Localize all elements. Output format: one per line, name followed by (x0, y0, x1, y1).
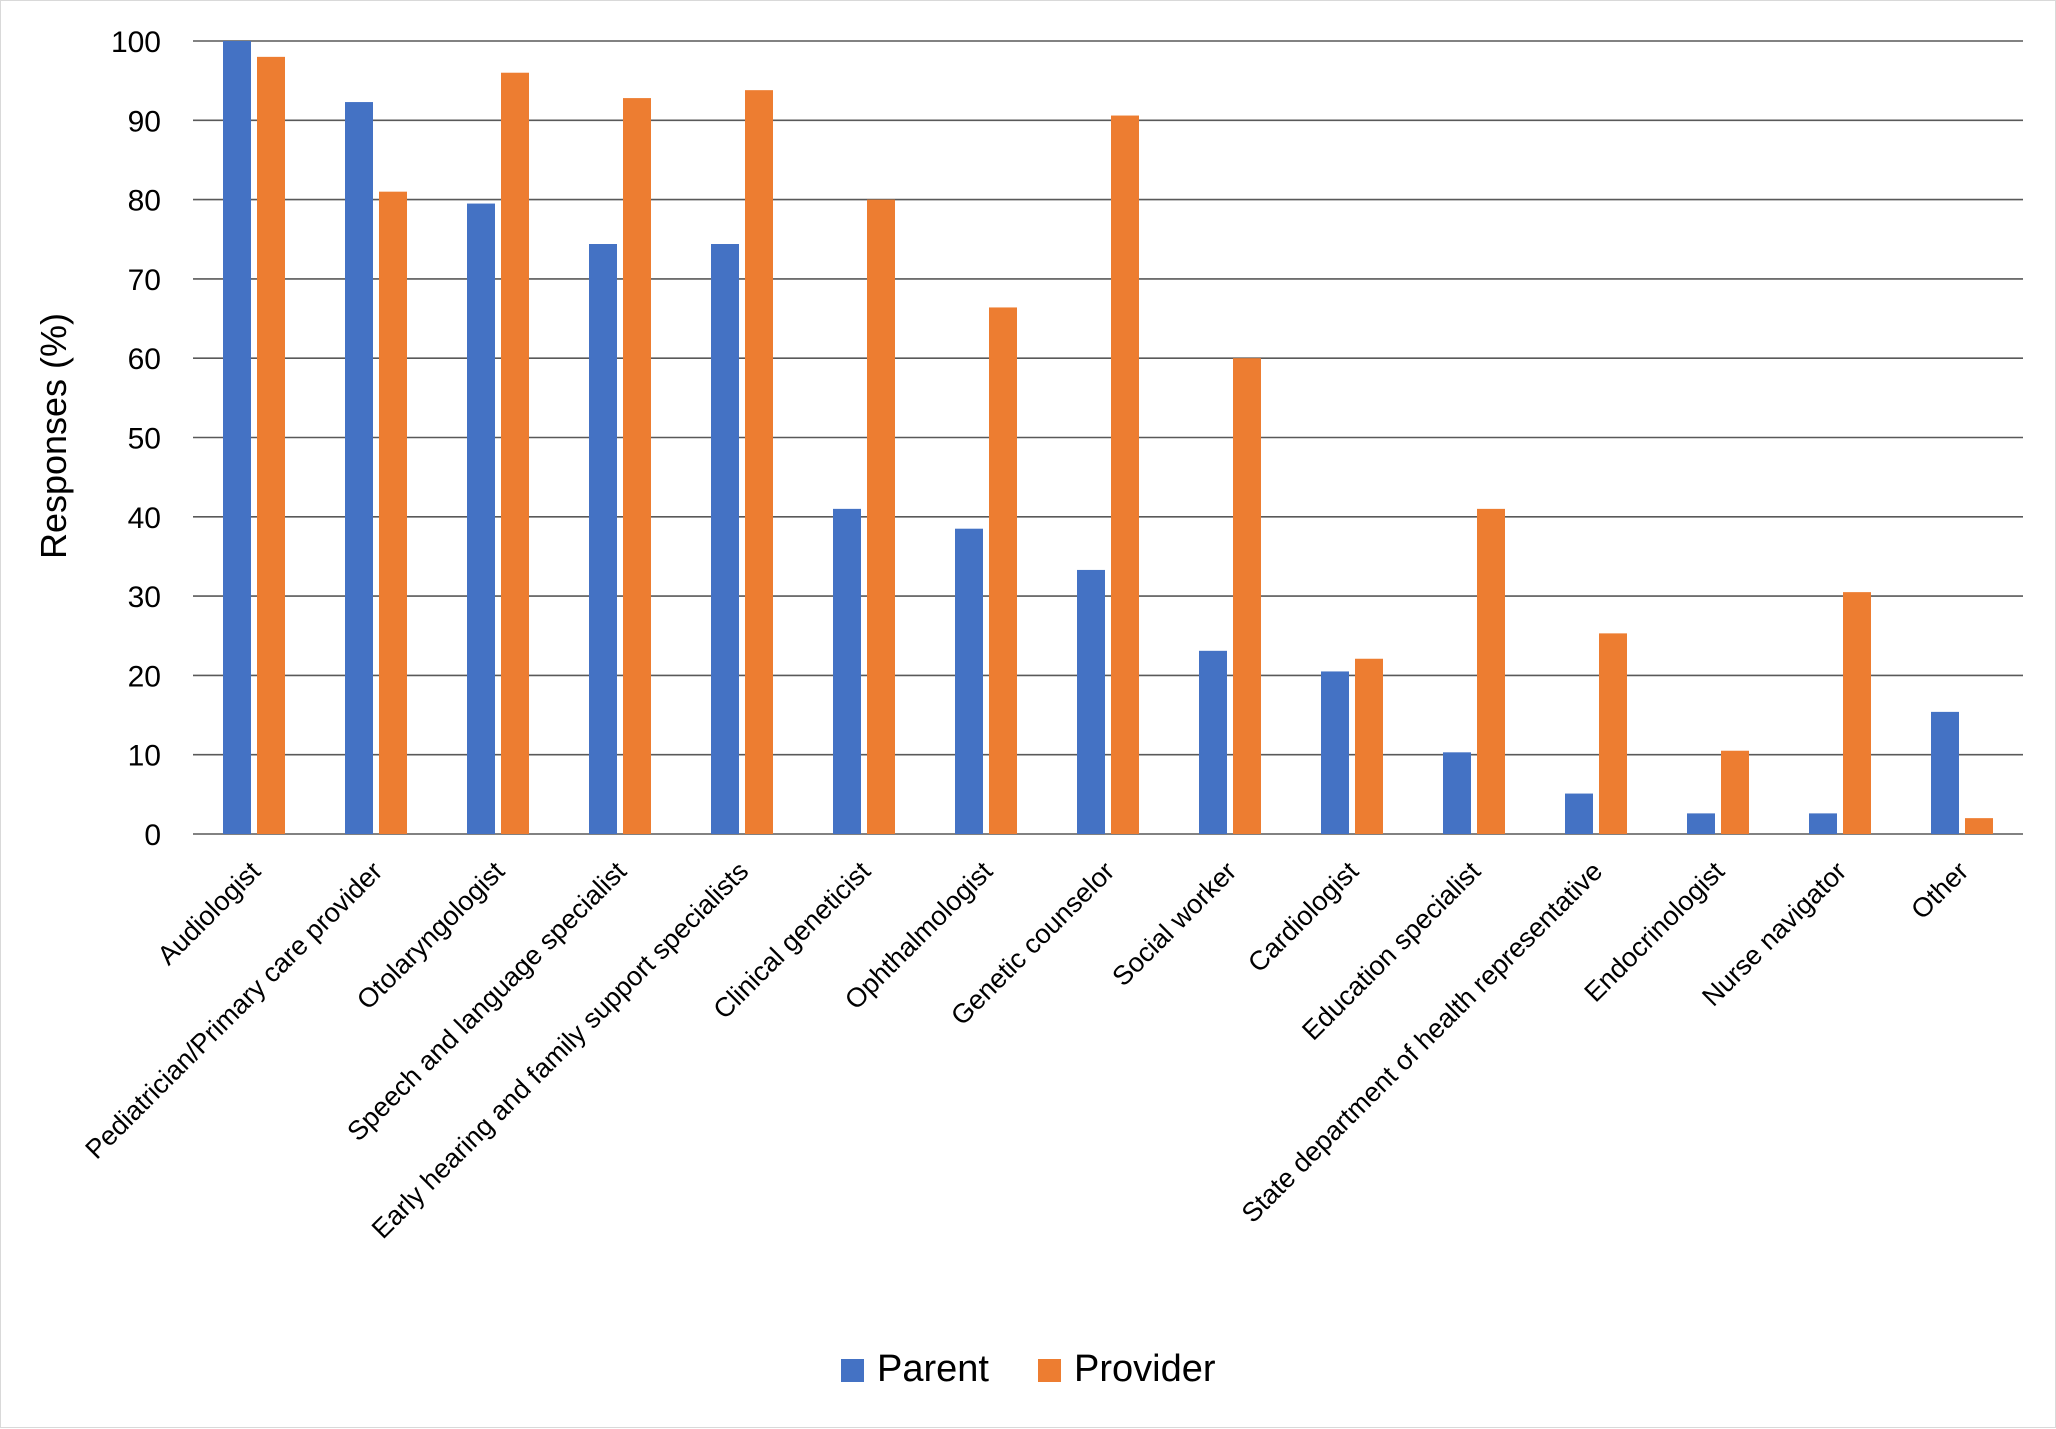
bar-parent-5 (833, 508, 861, 834)
x-tick-label: Other (1905, 856, 1974, 925)
bar-provider-7 (1111, 115, 1139, 835)
y-tick-label: 100 (111, 26, 161, 59)
bar-parent-14 (1931, 711, 1959, 834)
bar-parent-12 (1687, 813, 1715, 834)
y-tick-label: 20 (128, 660, 161, 693)
y-tick-label: 50 (128, 423, 161, 456)
bar-parent-8 (1199, 650, 1227, 834)
y-tick-label: 80 (128, 185, 161, 218)
bar-provider-4 (745, 90, 773, 834)
bar-parent-11 (1565, 793, 1593, 834)
x-tick-label: Cardiologist (1242, 856, 1364, 978)
bars (223, 41, 1993, 835)
y-tick-label: 10 (128, 740, 161, 773)
bar-provider-5 (867, 199, 895, 835)
y-tick-label: 0 (144, 819, 161, 852)
y-tick-label: 70 (128, 264, 161, 297)
bar-parent-2 (467, 203, 495, 834)
legend-label-parent: Parent (877, 1348, 989, 1390)
bar-parent-4 (711, 244, 739, 834)
y-axis-ticks: 0 10 20 30 40 50 60 70 80 90 100 (111, 26, 161, 852)
bar-provider-3 (623, 98, 651, 834)
y-tick-label: 40 (128, 502, 161, 535)
y-tick-label: 30 (128, 581, 161, 614)
legend-label-provider: Provider (1074, 1348, 1216, 1390)
bar-parent-6 (955, 528, 983, 834)
bar-parent-7 (1077, 569, 1105, 834)
bar-provider-9 (1355, 658, 1383, 834)
bar-provider-11 (1599, 633, 1627, 834)
bar-parent-0 (223, 41, 251, 834)
y-tick-label: 90 (128, 105, 161, 138)
y-axis-label: Responses (%) (33, 313, 74, 559)
bar-provider-6 (989, 307, 1017, 834)
bar-parent-13 (1809, 813, 1837, 834)
bar-provider-12 (1721, 750, 1749, 834)
gridlines (193, 40, 2023, 835)
bar-parent-3 (589, 244, 617, 834)
bar-provider-1 (379, 191, 407, 835)
bar-provider-2 (501, 72, 529, 835)
bar-parent-10 (1443, 752, 1471, 834)
bar-parent-9 (1321, 671, 1349, 834)
x-tick-label: Audiologist (152, 856, 267, 971)
bar-provider-8 (1233, 358, 1261, 834)
bar-provider-10 (1477, 508, 1505, 834)
bar-provider-14 (1965, 818, 1993, 834)
bar-provider-13 (1843, 592, 1871, 834)
y-tick-label: 60 (128, 343, 161, 376)
legend-swatch-provider (1038, 1359, 1061, 1382)
bar-parent-1 (345, 102, 373, 835)
legend-swatch-parent (841, 1359, 864, 1382)
bar-provider-0 (257, 56, 285, 835)
legend: Parent Provider (841, 1348, 1216, 1390)
x-tick-label: Social worker (1106, 856, 1242, 992)
